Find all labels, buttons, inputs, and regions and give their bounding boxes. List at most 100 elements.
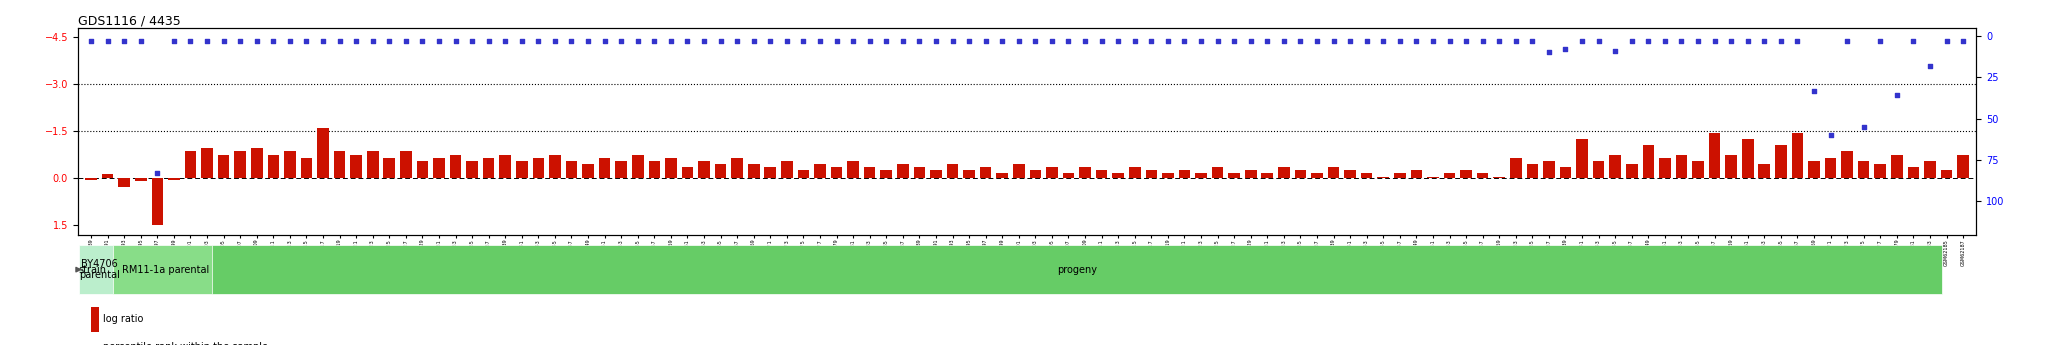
Bar — [532, 158, 545, 178]
Point — [1665, 38, 1698, 43]
Point — [903, 38, 936, 43]
Point — [754, 38, 786, 43]
Point — [1616, 38, 1649, 43]
Point — [1333, 38, 1366, 43]
Bar — [1278, 167, 1290, 178]
Bar — [1360, 174, 1372, 178]
Point — [1268, 38, 1300, 43]
Point — [1483, 38, 1516, 43]
Point — [1815, 132, 1847, 138]
Bar — [1493, 177, 1505, 178]
Point — [457, 38, 489, 43]
Bar — [367, 151, 379, 178]
Text: log ratio: log ratio — [102, 314, 143, 324]
Bar — [1692, 161, 1704, 178]
Bar — [184, 151, 197, 178]
Bar — [1825, 158, 1837, 178]
Bar — [864, 167, 874, 178]
Bar — [1047, 167, 1057, 178]
Point — [1929, 38, 1962, 43]
Point — [920, 38, 952, 43]
Point — [406, 38, 438, 43]
Point — [1649, 38, 1681, 43]
Bar — [416, 161, 428, 178]
Bar — [1874, 164, 1886, 178]
Point — [125, 38, 158, 43]
Bar — [268, 155, 279, 178]
Point — [1532, 50, 1565, 55]
Bar — [913, 167, 926, 178]
Point — [1831, 38, 1864, 43]
Bar — [598, 158, 610, 178]
Bar — [80, 245, 119, 294]
Point — [109, 38, 141, 43]
Bar — [201, 148, 213, 178]
Point — [1317, 38, 1350, 43]
Bar — [848, 161, 858, 178]
Point — [1350, 38, 1382, 43]
Bar — [764, 167, 776, 178]
Point — [256, 38, 289, 43]
Bar — [1030, 170, 1040, 178]
Point — [1847, 124, 1880, 130]
Point — [1681, 38, 1714, 43]
Point — [721, 38, 754, 43]
Bar — [1180, 170, 1190, 178]
Text: percentile rank within the sample: percentile rank within the sample — [102, 342, 268, 345]
Point — [373, 38, 406, 43]
Point — [838, 38, 870, 43]
Point — [819, 38, 852, 43]
Point — [1251, 38, 1284, 43]
Bar — [1675, 155, 1688, 178]
Point — [621, 38, 653, 43]
Bar — [1477, 174, 1489, 178]
Point — [473, 38, 506, 43]
Point — [1731, 38, 1763, 43]
Bar — [1229, 174, 1239, 178]
Text: BY4706
parental: BY4706 parental — [80, 259, 119, 280]
Bar — [1958, 155, 1968, 178]
Point — [1698, 38, 1731, 43]
Bar — [897, 164, 909, 178]
Bar — [1708, 133, 1720, 178]
Bar — [1311, 174, 1323, 178]
Point — [1184, 38, 1217, 43]
Point — [1599, 48, 1632, 53]
Bar — [1841, 151, 1853, 178]
Text: RM11-1a parental: RM11-1a parental — [123, 265, 209, 275]
Bar — [1526, 164, 1538, 178]
Bar — [815, 164, 825, 178]
Point — [1782, 38, 1815, 43]
Point — [1401, 38, 1434, 43]
Bar — [1858, 161, 1870, 178]
Bar — [1395, 174, 1405, 178]
Bar — [1776, 145, 1786, 178]
Bar — [1724, 155, 1737, 178]
Point — [1583, 38, 1616, 43]
Bar — [135, 178, 147, 181]
Point — [1020, 38, 1053, 43]
Point — [737, 38, 770, 43]
Point — [1384, 38, 1417, 43]
Bar — [1642, 145, 1655, 178]
Bar — [434, 158, 444, 178]
Point — [190, 38, 223, 43]
Bar — [90, 335, 100, 345]
Point — [489, 38, 522, 43]
Bar — [748, 164, 760, 178]
Point — [655, 38, 688, 43]
Bar — [1096, 170, 1108, 178]
Point — [506, 38, 539, 43]
Bar — [1427, 177, 1440, 178]
Bar — [86, 178, 96, 180]
Bar — [399, 151, 412, 178]
Bar — [614, 161, 627, 178]
Bar — [1542, 161, 1554, 178]
Point — [1366, 38, 1399, 43]
Point — [1896, 38, 1929, 43]
Point — [92, 38, 125, 43]
Point — [1798, 88, 1831, 93]
Bar — [1460, 170, 1473, 178]
Bar — [1942, 170, 1952, 178]
Point — [74, 38, 106, 43]
